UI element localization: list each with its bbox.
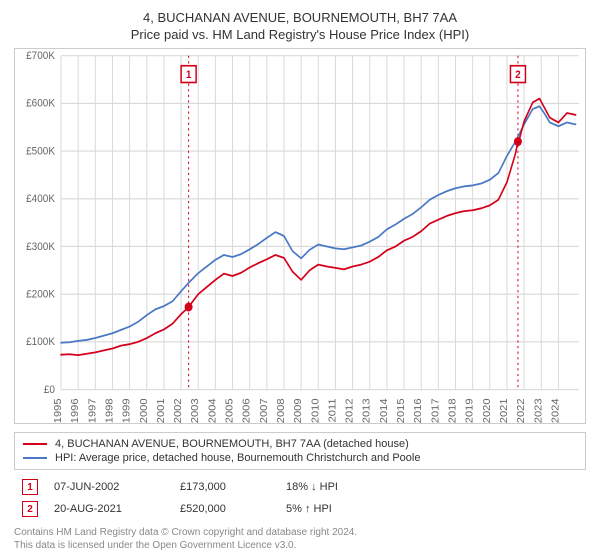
sale-date: 20-AUG-2021: [54, 503, 164, 515]
svg-text:2009: 2009: [293, 398, 304, 423]
svg-text:2002: 2002: [173, 398, 184, 423]
legend-item: HPI: Average price, detached house, Bour…: [23, 451, 577, 465]
svg-text:1995: 1995: [53, 398, 64, 423]
line-chart: £0 £100K £200K £300K £400K £500K £600K £700K 199…: [15, 49, 585, 423]
svg-text:1: 1: [186, 69, 192, 82]
sale-price: £173,000: [180, 481, 270, 493]
legend-item: 4, BUCHANAN AVENUE, BOURNEMOUTH, BH7 7AA…: [23, 437, 577, 451]
legend-swatch: [23, 457, 47, 459]
svg-text:2017: 2017: [430, 398, 441, 423]
footer-attribution: Contains HM Land Registry data © Crown c…: [14, 526, 586, 552]
svg-text:2: 2: [515, 69, 521, 82]
legend-swatch: [23, 443, 47, 445]
svg-text:£400K: £400K: [26, 193, 55, 206]
title-line-1: 4, BUCHANAN AVENUE, BOURNEMOUTH, BH7 7AA: [14, 10, 586, 25]
svg-text:2007: 2007: [258, 398, 269, 423]
svg-text:2020: 2020: [481, 398, 492, 423]
sale-diff: 5% ↑ HPI: [286, 503, 366, 515]
svg-text:2000: 2000: [138, 398, 149, 423]
sale-marker: 2: [22, 501, 38, 517]
svg-text:2022: 2022: [516, 398, 527, 423]
svg-text:2008: 2008: [275, 398, 286, 423]
footer-line-2: This data is licensed under the Open Gov…: [14, 539, 586, 552]
chart-titles: 4, BUCHANAN AVENUE, BOURNEMOUTH, BH7 7AA…: [14, 10, 586, 42]
svg-text:£500K: £500K: [26, 145, 55, 158]
svg-text:2012: 2012: [344, 398, 355, 423]
svg-text:2019: 2019: [464, 398, 475, 423]
svg-text:1996: 1996: [70, 398, 81, 423]
sale-diff: 18% ↓ HPI: [286, 481, 366, 493]
title-line-2: Price paid vs. HM Land Registry's House …: [14, 27, 586, 42]
sale-row: 1 07-JUN-2002 £173,000 18% ↓ HPI: [14, 476, 586, 498]
svg-text:2016: 2016: [413, 398, 424, 423]
sale-price: £520,000: [180, 503, 270, 515]
svg-text:2015: 2015: [396, 398, 407, 423]
svg-text:1997: 1997: [87, 398, 98, 423]
svg-text:2013: 2013: [361, 398, 372, 423]
svg-text:£100K: £100K: [26, 336, 55, 349]
svg-text:1998: 1998: [104, 398, 115, 423]
svg-text:2011: 2011: [327, 398, 338, 422]
svg-text:2003: 2003: [190, 398, 201, 423]
svg-text:£0: £0: [44, 383, 55, 396]
svg-text:2018: 2018: [447, 398, 458, 423]
svg-text:2014: 2014: [378, 398, 389, 423]
svg-text:£700K: £700K: [26, 50, 55, 63]
svg-text:2005: 2005: [224, 398, 235, 423]
sales-table: 1 07-JUN-2002 £173,000 18% ↓ HPI 2 20-AUG-202…: [14, 476, 586, 520]
svg-text:2004: 2004: [207, 398, 218, 423]
svg-text:2010: 2010: [310, 398, 321, 423]
legend-label: HPI: Average price, detached house, Bour…: [55, 452, 420, 464]
footer-line-1: Contains HM Land Registry data © Crown c…: [14, 526, 586, 539]
chart-area: £0 £100K £200K £300K £400K £500K £600K £700K 199…: [14, 48, 586, 424]
svg-text:£200K: £200K: [26, 288, 55, 301]
legend: 4, BUCHANAN AVENUE, BOURNEMOUTH, BH7 7AA…: [14, 432, 586, 470]
svg-text:1999: 1999: [121, 398, 132, 423]
legend-label: 4, BUCHANAN AVENUE, BOURNEMOUTH, BH7 7AA…: [55, 438, 409, 450]
svg-text:2023: 2023: [533, 398, 544, 423]
sale-marker: 1: [22, 479, 38, 495]
svg-text:2024: 2024: [550, 398, 561, 423]
sale-date: 07-JUN-2002: [54, 481, 164, 493]
svg-text:£300K: £300K: [26, 240, 55, 253]
svg-text:£600K: £600K: [26, 97, 55, 110]
svg-text:2021: 2021: [498, 398, 509, 423]
svg-text:2001: 2001: [155, 398, 166, 423]
svg-text:2006: 2006: [241, 398, 252, 423]
sale-row: 2 20-AUG-2021 £520,000 5% ↑ HPI: [14, 498, 586, 520]
